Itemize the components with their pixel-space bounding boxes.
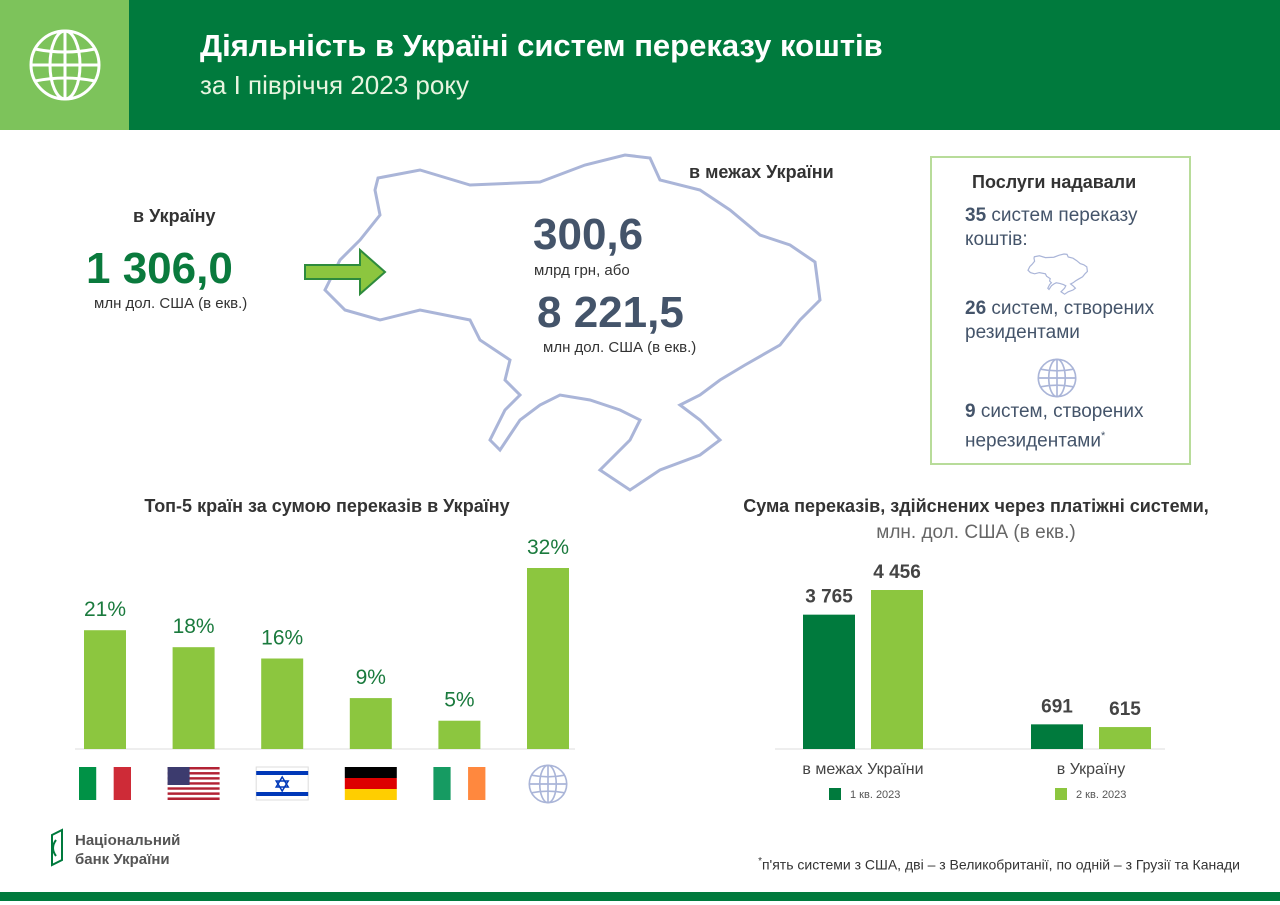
flag-stripe: [167, 789, 220, 793]
legend-label: 2 кв. 2023: [1076, 789, 1126, 801]
flag-icon: [528, 764, 568, 804]
flag-stripe: [79, 767, 97, 800]
bar: [84, 630, 126, 749]
bar: [527, 568, 569, 749]
value-label: 5%: [444, 689, 474, 712]
services-title: Послуги надавали: [972, 172, 1137, 192]
services-item: 9 систем, створених нерезидентами*: [965, 400, 1180, 453]
note-mark: *: [1100, 430, 1106, 442]
value-label: 4 456: [873, 562, 921, 583]
value-label: 32%: [527, 536, 569, 559]
domestic-value-usd: 8 221,5: [537, 288, 684, 337]
arrow: [304, 247, 387, 297]
inflow-value: 1 306,0: [86, 244, 233, 293]
footer-band: [0, 892, 1280, 901]
flag-stripe: [167, 777, 220, 780]
footnote-text: п'ять системи з США, дві – з Великобрита…: [761, 856, 1240, 873]
globe-icon: [1037, 358, 1077, 398]
note-mark: *: [758, 856, 762, 867]
text: систем, створених резидентами: [965, 298, 1155, 343]
bar: [261, 658, 304, 749]
services-item: 35 систем переказу коштів:: [965, 204, 1180, 252]
domestic-unit-uah: млрд грн, або: [534, 262, 630, 279]
flag-stripe: [468, 767, 486, 800]
footnote: *п'ять системи з США, дві – з Великобрит…: [758, 856, 1240, 873]
flag-canton: [167, 767, 190, 785]
bar: [1031, 724, 1083, 749]
logo-mark: [51, 828, 63, 867]
legend-swatch: [1055, 788, 1067, 800]
subtitle: за І півріччя 2023 року: [200, 70, 470, 100]
inflow-unit: млн дол. США (в екв.): [94, 295, 248, 312]
x-tick-label: в межах України: [802, 761, 923, 778]
logo-line: Національний: [75, 832, 181, 849]
flag-stripe: [96, 767, 114, 800]
flag-stripe: [167, 792, 220, 795]
value-label: 615: [1109, 699, 1141, 720]
logo-line: банк України: [75, 851, 170, 868]
value-label: 21%: [84, 598, 126, 621]
flag-stripe: [167, 772, 220, 775]
x-tick-label: в Україну: [1057, 761, 1125, 778]
flag-stripe: [167, 769, 220, 773]
domestic-value-uah: 300,6: [533, 210, 644, 259]
services-box: [930, 156, 1191, 465]
domestic-label: в межах України: [689, 162, 834, 182]
flag-stripe: [344, 767, 397, 778]
legend-label: 1 кв. 2023: [850, 789, 900, 801]
flag-stripe: [344, 778, 397, 789]
flag-icon: [433, 767, 486, 800]
flag-stripe: [256, 792, 309, 796]
bar: [438, 720, 481, 749]
chart-subtitle: млн. дол. США (в екв.): [876, 522, 1075, 543]
title: Діяльність в Україні систем переказу кош…: [200, 28, 883, 63]
chart-title: Сума переказів, здійснених через платіжн…: [743, 496, 1209, 516]
map-icon: [1027, 253, 1089, 295]
flag-stripe: [344, 789, 397, 800]
services-item: 26 систем, створених резидентами: [965, 297, 1180, 345]
legend-swatch: [829, 788, 841, 800]
flag-stripe: [167, 797, 220, 800]
flag-star: [274, 775, 290, 793]
bar: [803, 614, 855, 749]
value-label: 691: [1041, 696, 1073, 717]
flag-stripe: [256, 771, 309, 775]
domestic-unit-usd: млн дол. США (в екв.): [543, 339, 697, 356]
flag-icon: [167, 767, 220, 800]
number: 26: [965, 298, 987, 319]
chart-title: Топ-5 країн за сумою переказів в Україну: [144, 496, 509, 516]
flag-stripe: [167, 779, 220, 783]
header-band: [0, 0, 1280, 130]
bar: [871, 590, 923, 749]
flag-icon: [79, 767, 131, 800]
number: 35: [965, 205, 987, 226]
bar: [172, 647, 215, 749]
flag-stripe: [450, 767, 469, 800]
text: систем переказу коштів:: [965, 205, 1138, 250]
value-label: 9%: [356, 666, 386, 689]
text: систем, створених нерезидентами: [965, 401, 1144, 452]
flag-stripe: [167, 767, 220, 770]
inflow-label: в Україну: [133, 206, 216, 226]
globe-icon: [528, 764, 568, 804]
value-label: 16%: [261, 627, 303, 650]
flag-stripe: [167, 787, 220, 790]
flag-stripe: [113, 767, 131, 800]
flag-icon: [255, 766, 309, 801]
flag-icon: [344, 767, 397, 800]
flag-stripe: [167, 782, 220, 785]
value-label: 3 765: [805, 587, 853, 608]
flag-stripe: [167, 784, 220, 788]
globe-icon: [29, 29, 101, 101]
flag-stripe: [167, 794, 220, 798]
flag-stripe: [433, 767, 451, 800]
flag-stripe: [167, 774, 220, 778]
value-label: 18%: [173, 615, 215, 638]
number: 9: [965, 401, 976, 422]
bar: [1099, 727, 1151, 749]
bar: [349, 698, 392, 749]
